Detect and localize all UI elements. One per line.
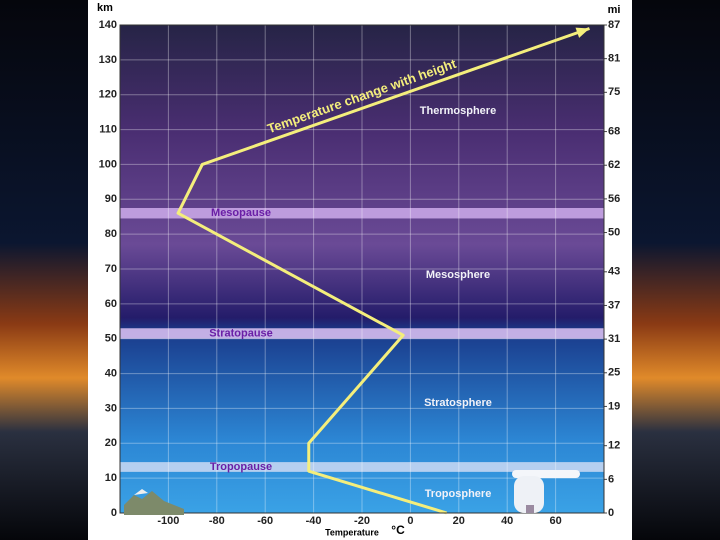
y-tick-label: 70 (105, 263, 117, 275)
region-label: Mesosphere (426, 269, 490, 281)
y-tick-label: 0 (111, 507, 117, 519)
y-tick-label: 40 (105, 367, 117, 379)
y-tick-label: 80 (105, 228, 117, 240)
x-tick-label: -100 (157, 515, 179, 527)
y-tick-label: 120 (99, 89, 117, 101)
x-tick-label: -20 (354, 515, 370, 527)
y2-tick-label: 25 (608, 367, 620, 379)
region-label: Stratosphere (424, 397, 492, 409)
y2-tick-label: 43 (608, 266, 620, 278)
y2-tick-label: 37 (608, 299, 620, 311)
y2-tick-label: 62 (608, 159, 620, 171)
x-tick-label: 0 (407, 515, 413, 527)
y-tick-label: 140 (99, 19, 117, 31)
y-tick-label: 60 (105, 298, 117, 310)
band (120, 208, 604, 219)
y-tick-label: 20 (105, 437, 117, 449)
y2-tick-label: 50 (608, 226, 620, 238)
x-tick-label: 60 (549, 515, 561, 527)
y2-tick-label: 19 (608, 400, 620, 412)
y2-tick-label: 56 (608, 193, 620, 205)
plot-border (119, 24, 605, 514)
band (120, 462, 604, 472)
region-label: Thermosphere (420, 105, 496, 117)
region-label: Troposphere (425, 488, 492, 500)
x-axis-label: Temperature (325, 527, 379, 537)
y2-tick-label: 31 (608, 333, 620, 345)
y2-tick-label: 6 (608, 473, 614, 485)
cloud (512, 470, 580, 513)
snow (134, 489, 148, 495)
x-unit: °C (391, 523, 405, 537)
y-tick-label: 110 (99, 123, 117, 135)
y-axis-label: km (97, 2, 113, 14)
y2-tick-label: 68 (608, 125, 620, 137)
y-tick-label: 90 (105, 193, 117, 205)
mountains (124, 491, 184, 515)
y2-tick-label: 12 (608, 440, 620, 452)
y-tick-label: 10 (105, 472, 117, 484)
band-label: Mesopause (211, 207, 271, 219)
band-label: Tropopause (210, 461, 272, 473)
x-tick-label: 20 (453, 515, 465, 527)
y2-tick-label: 87 (608, 19, 620, 31)
y2-tick-label: 0 (608, 507, 614, 519)
y-tick-label: 130 (99, 54, 117, 66)
x-tick-label: -60 (257, 515, 273, 527)
x-tick-label: 40 (501, 515, 513, 527)
layer: Mesopause Stratopause Tropopause Thermosphe… (119, 24, 607, 515)
y-tick-label: 100 (99, 158, 117, 170)
y-tick-label: 30 (105, 402, 117, 414)
y2-tick-label: 75 (608, 86, 620, 98)
band-label: Stratopause (209, 327, 273, 339)
temperature-line (176, 27, 590, 515)
x-tick-label: -80 (209, 515, 225, 527)
arrow-head (575, 27, 590, 38)
x-tick-label: -40 (306, 515, 322, 527)
y2-axis-label: mi (608, 4, 621, 16)
band (120, 328, 604, 339)
y2-tick-label: 81 (608, 53, 620, 65)
plot-area (120, 25, 604, 513)
y-tick-label: 50 (105, 333, 117, 345)
